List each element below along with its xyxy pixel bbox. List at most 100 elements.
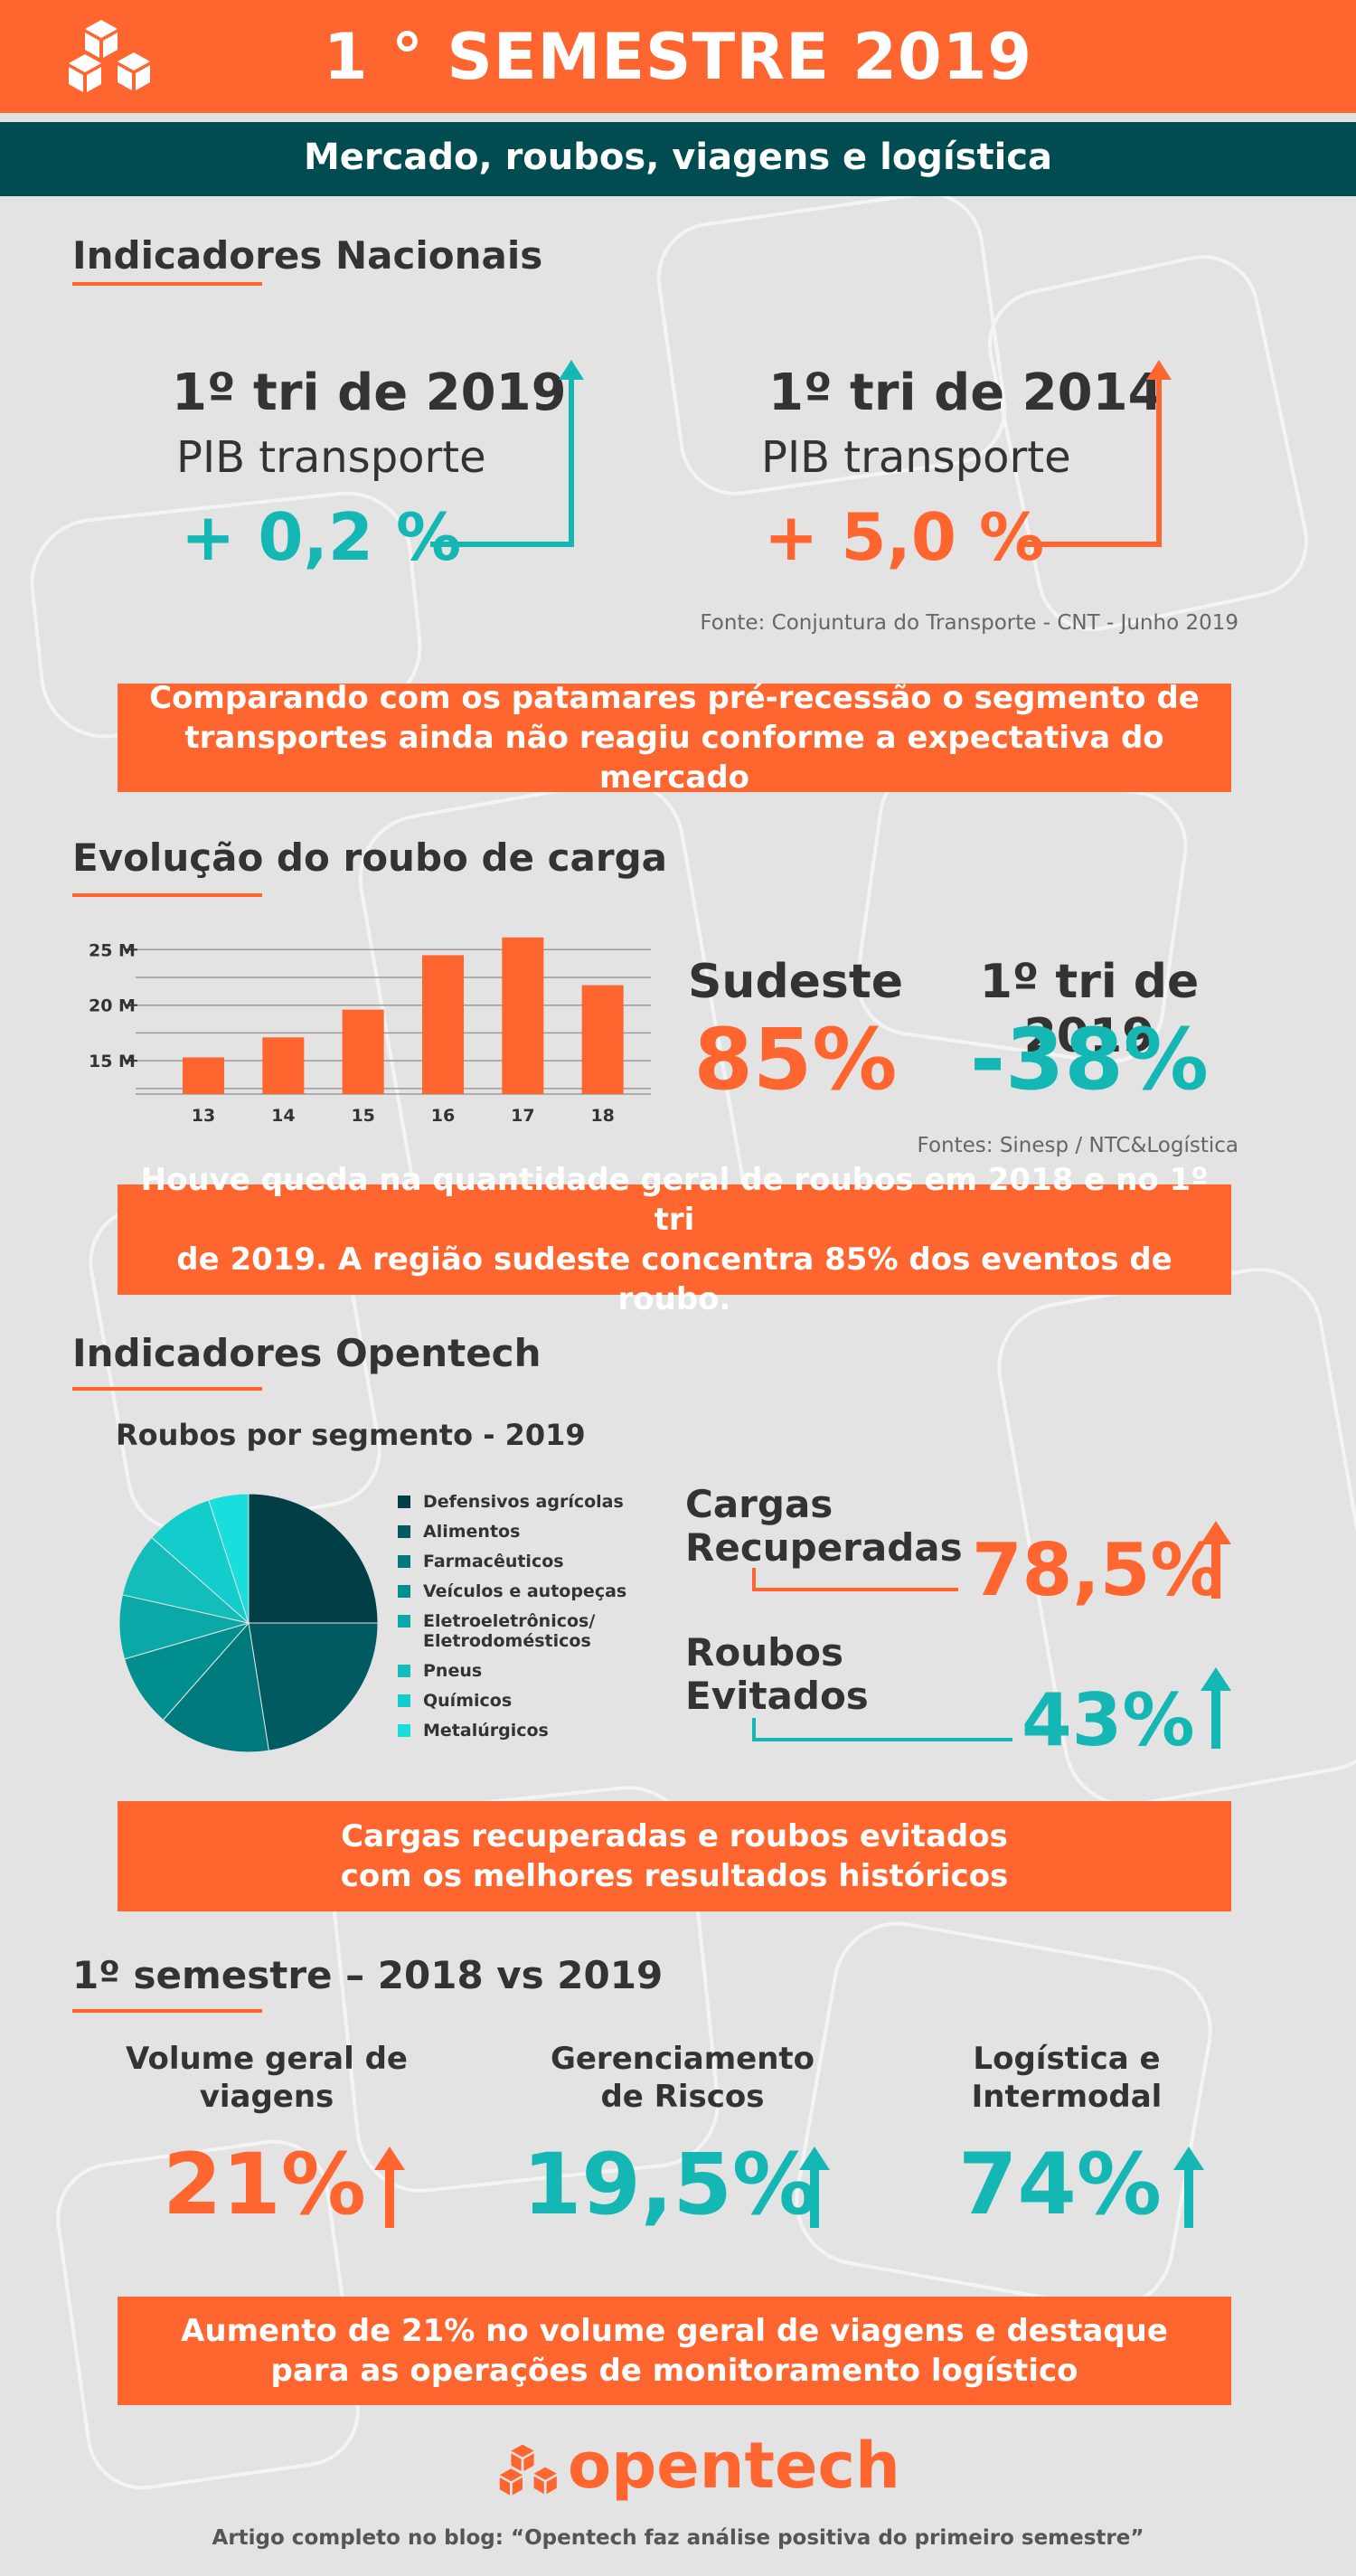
bar	[183, 1057, 224, 1094]
legend-item: Eletroeletrônicos/Eletrodomésticos	[398, 1611, 669, 1651]
stat-sudeste-label: Sudeste	[687, 955, 904, 1009]
legend-swatch	[398, 1694, 410, 1707]
semester-label-line: de Riscos	[600, 2079, 765, 2115]
source-cnt: Fonte: Conjuntura do Transporte - CNT - …	[700, 611, 1238, 635]
legend-label: Químicos	[423, 1691, 513, 1711]
source-sinesp: Fontes: Sinesp / NTC&Logística	[917, 1134, 1238, 1157]
x-tick-label: 17	[511, 1106, 534, 1126]
semester-label-line: Intermodal	[971, 2079, 1163, 2115]
brand-name: opentech	[568, 2429, 900, 2503]
gdp-2019-title: 1º tri de 2019	[172, 363, 567, 422]
bar	[581, 985, 624, 1094]
arrow-up-icon	[799, 2147, 830, 2228]
semester-label-logistics: Logística e Intermodal	[913, 2040, 1220, 2116]
pie-slice	[208, 1493, 250, 1624]
x-tick-label: 15	[351, 1106, 374, 1126]
legend-label: Veículos e autopeças	[423, 1581, 627, 1601]
gdp-2019-value: + 0,2 %	[181, 499, 462, 575]
legend-swatch	[398, 1525, 410, 1538]
section-underline	[72, 1387, 262, 1391]
y-tick-label: 15 M	[89, 1052, 136, 1071]
legend-label: Defensivos agrícolas	[423, 1492, 624, 1512]
legend-swatch	[398, 1555, 410, 1568]
bar	[502, 937, 544, 1094]
pie-chart-title: Roubos por segmento - 2019	[116, 1418, 586, 1452]
arrow-up-icon	[1173, 2147, 1204, 2228]
legend-label: Pneus	[423, 1661, 483, 1681]
y-tick-label: 25 M	[89, 940, 136, 960]
kpi-avoided-value: 43%	[1022, 1678, 1195, 1762]
semester-label-trips: Volume geral de viagens	[108, 2040, 425, 2116]
legend-label: Eletroeletrônicos/Eletrodomésticos	[423, 1611, 596, 1651]
kpi-recovered-label: Cargas Recuperadas	[685, 1483, 963, 1570]
banner-line: Cargas recuperadas e roubos evitados	[341, 1818, 1008, 1854]
section-underline	[72, 893, 262, 897]
legend-item: Farmacêuticos	[398, 1552, 669, 1571]
kpi-recovered-value: 78,5%	[972, 1528, 1223, 1612]
semester-label-line: Gerenciamento	[550, 2041, 815, 2077]
semester-label-line: viagens	[199, 2079, 334, 2115]
semester-value-logistics: 74%	[958, 2136, 1162, 2234]
footer-note: Artigo completo no blog: “Opentech faz a…	[212, 2526, 1144, 2550]
section-heading-semester: 1º semestre – 2018 vs 2019	[72, 1953, 664, 1997]
legend-label: Farmacêuticos	[423, 1552, 564, 1571]
legend-item: Químicos	[398, 1691, 669, 1711]
banner-line: Comparando com os patamares pré-recessão…	[149, 680, 1200, 716]
semester-label-line: Logística e	[973, 2041, 1161, 2077]
arrow-up-icon	[1018, 360, 1172, 547]
banner-national: Comparando com os patamares pré-recessão…	[118, 680, 1231, 796]
gdp-2014-subtitle: PIB transporte	[761, 432, 1071, 483]
x-tick-label: 14	[271, 1106, 295, 1126]
banner-line: transportes ainda não reagiu conforme a …	[184, 720, 1164, 796]
semester-label-risk: Gerenciamento de Riscos	[524, 2040, 841, 2116]
banner-line: com os melhores resultados históricos	[340, 1858, 1009, 1894]
banner-line: Houve queda na quantidade geral de roubo…	[140, 1162, 1209, 1238]
banner-line: Aumento de 21% no volume geral de viagen…	[181, 2313, 1168, 2349]
kpi-label-line: Roubos	[685, 1630, 844, 1675]
theft-bar-chart: 15 M 20 M 25 M 13 14 15 16 17 18	[89, 937, 651, 1126]
arrow-up-icon	[374, 2147, 405, 2228]
legend-item: Alimentos	[398, 1522, 669, 1542]
legend-item: Veículos e autopeças	[398, 1581, 669, 1601]
legend-swatch	[398, 1615, 410, 1628]
legend-swatch	[398, 1496, 410, 1508]
x-tick-label: 16	[431, 1106, 455, 1126]
legend-item: Defensivos agrícolas	[398, 1492, 669, 1512]
opentech-cube-logo-icon	[69, 20, 150, 92]
semester-label-line: Volume geral de	[126, 2041, 408, 2077]
kpi-avoided-label: Roubos Evitados	[685, 1631, 869, 1718]
arrow-up-icon	[430, 360, 584, 547]
pie-slice	[248, 1622, 379, 1751]
connector-line	[752, 1718, 1012, 1741]
pie-slice	[248, 1493, 379, 1624]
gdp-2019-subtitle: PIB transporte	[176, 432, 486, 483]
kpi-label-line: Evitados	[685, 1674, 869, 1718]
footer-brand: opentech	[497, 2429, 900, 2506]
segment-pie-chart	[118, 1493, 379, 1753]
kpi-label-line: Recuperadas	[685, 1525, 963, 1570]
page-subtitle: Mercado, roubos, viagens e logística	[303, 137, 1052, 178]
semester-value-trips: 21%	[163, 2136, 366, 2234]
banner-line: para as operações de monitoramento logís…	[270, 2353, 1078, 2389]
opentech-cube-logo-icon	[499, 2444, 557, 2496]
arrow-up-icon	[1201, 1521, 1231, 1599]
pie-legend: Defensivos agrícolas Alimentos Farmacêutic…	[398, 1492, 669, 1750]
banner-semester: Aumento de 21% no volume geral de viagen…	[118, 2297, 1231, 2405]
y-tick-label: 20 M	[89, 996, 136, 1016]
bar	[342, 1009, 384, 1094]
legend-swatch	[398, 1585, 410, 1598]
bar	[262, 1037, 305, 1094]
x-tick-label: 18	[590, 1106, 614, 1126]
semester-value-risk: 19,5%	[523, 2136, 818, 2234]
stat-q1-2019-value: -38%	[969, 1011, 1209, 1109]
legend-swatch	[398, 1724, 410, 1737]
x-tick-label: 13	[192, 1106, 215, 1126]
stat-sudeste-value: 85%	[693, 1011, 898, 1109]
gdp-2014-value: + 5,0 %	[764, 499, 1045, 575]
banner-opentech: Cargas recuperadas e roubos evitados com…	[118, 1801, 1231, 1911]
legend-label: Metalúrgicos	[423, 1721, 549, 1741]
header-bar: 1 ° SEMESTRE 2019	[0, 0, 1356, 113]
gdp-2014-title: 1º tri de 2014	[768, 363, 1163, 422]
pie-slice	[124, 1622, 250, 1721]
legend-item: Metalúrgicos	[398, 1721, 669, 1741]
